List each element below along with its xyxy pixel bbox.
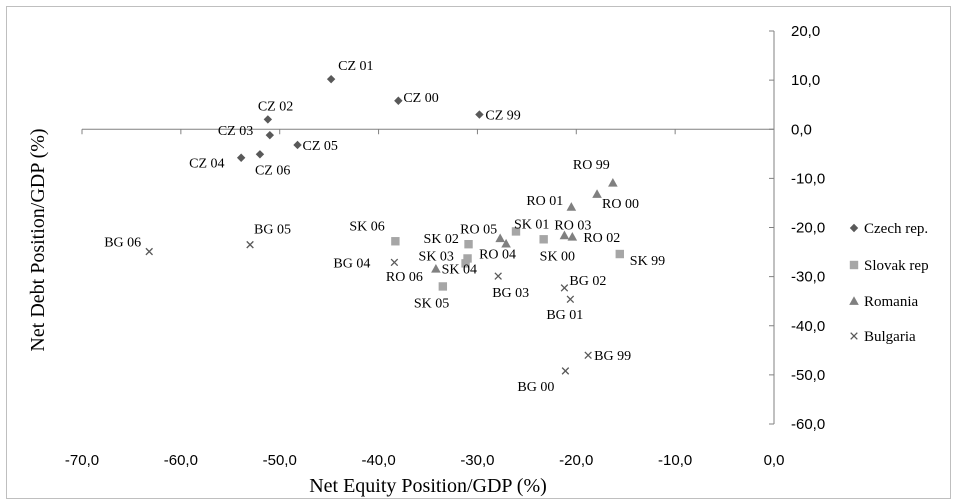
point-label: SK 03 [419, 249, 454, 264]
data-point-cz-05 [293, 140, 302, 150]
data-point-cz-01 [326, 74, 336, 84]
y-tick-label: 10,0 [791, 72, 820, 89]
data-point-cz-02 [263, 115, 273, 124]
legend-label: Bulgaria [864, 329, 916, 345]
x-tick-label: -40,0 [361, 452, 395, 469]
data-point-sk-04 [461, 259, 470, 268]
point-label: BG 03 [492, 286, 529, 301]
data-point-ro-02 [567, 232, 578, 241]
legend-label: Czech rep. [864, 221, 928, 237]
point-label: CZ 99 [485, 109, 520, 124]
data-point-bg-04 [390, 258, 399, 267]
y-axis-title: Net Debt Position/GDP (%) [27, 128, 49, 351]
point-label: SK 06 [349, 219, 384, 234]
point-label: RO 02 [583, 231, 620, 246]
x-tick-label: 0,0 [764, 452, 785, 469]
data-point-sk-06 [391, 237, 400, 246]
data-point-sk-02 [464, 240, 473, 249]
point-label: RO 01 [526, 194, 563, 209]
legend-marker-triangle [849, 296, 859, 305]
point-label: BG 01 [546, 308, 583, 323]
point-label: SK 04 [442, 262, 477, 277]
x-axis-title: Net Equity Position/GDP (%) [309, 475, 547, 497]
x-tick-label: -10,0 [658, 452, 692, 469]
y-tick-label: -10,0 [791, 170, 825, 187]
data-point-sk-01 [511, 227, 521, 236]
data-point-cz-03 [265, 130, 275, 140]
point-label: RO 00 [602, 197, 639, 212]
point-label: BG 05 [254, 223, 291, 238]
y-tick-label: -40,0 [791, 318, 825, 335]
x-tick-label: -70,0 [65, 452, 99, 469]
y-tick-label: -30,0 [791, 269, 825, 286]
data-point-ro-06 [431, 263, 441, 273]
point-label: SK 05 [414, 296, 449, 311]
point-label: SK 00 [540, 249, 575, 264]
data-point-ro-99 [608, 177, 618, 187]
data-point-cz-00 [394, 96, 403, 105]
point-label: CZ 04 [189, 157, 224, 172]
x-tick-label: -20,0 [559, 452, 593, 469]
data-point-cz-06 [255, 150, 265, 159]
data-point-sk-00 [539, 235, 548, 244]
y-tick-label: -50,0 [791, 367, 825, 384]
point-label: RO 03 [554, 218, 591, 233]
data-point-ro-05 [495, 233, 505, 243]
point-label: SK 99 [630, 254, 665, 269]
point-label: RO 04 [479, 248, 516, 263]
point-label: RO 05 [460, 222, 497, 237]
point-label: RO 06 [386, 270, 423, 285]
x-tick-label: -60,0 [164, 452, 198, 469]
data-point-bg-99 [584, 351, 592, 359]
point-label: CZ 01 [338, 59, 373, 74]
x-tick-label: -30,0 [460, 452, 494, 469]
legend-label: Slovak rep [864, 258, 929, 274]
legend-label: Romania [864, 294, 918, 310]
data-point-bg-02 [560, 284, 569, 292]
data-point-ro-01 [566, 202, 577, 211]
point-label: CZ 03 [218, 124, 253, 139]
point-label: BG 00 [517, 380, 554, 395]
data-point-ro-00 [592, 189, 602, 198]
legend-marker-diamond [849, 223, 859, 233]
point-label: BG 99 [594, 349, 631, 364]
data-point-bg-00 [561, 367, 570, 375]
point-label: RO 99 [573, 158, 610, 173]
point-label: CZ 05 [303, 139, 338, 154]
point-label: CZ 00 [403, 91, 438, 106]
y-tick-label: 20,0 [791, 23, 820, 40]
data-point-bg-01 [566, 295, 575, 303]
x-tick-label: -50,0 [263, 452, 297, 469]
y-tick-label: -20,0 [791, 220, 825, 237]
data-point-cz-04 [236, 153, 246, 162]
data-point-cz-99 [475, 110, 484, 119]
point-label: SK 01 [514, 217, 549, 232]
data-point-ro-04 [501, 238, 511, 248]
data-point-bg-03 [494, 272, 502, 280]
y-tick-label: 0,0 [791, 121, 812, 138]
point-label: BG 02 [569, 274, 606, 289]
data-point-sk-99 [615, 249, 624, 259]
data-point-sk-05 [438, 282, 448, 291]
y-tick-label: -60,0 [791, 416, 825, 433]
legend-marker-x [850, 332, 858, 340]
legend-marker-square [849, 260, 859, 270]
data-point-sk-03 [463, 254, 472, 263]
point-label: BG 06 [104, 236, 141, 251]
point-label: CZ 06 [255, 163, 290, 178]
data-point-ro-03 [559, 230, 570, 240]
point-label: CZ 02 [258, 99, 293, 114]
point-label: SK 02 [424, 232, 459, 247]
point-label: BG 04 [333, 256, 370, 271]
data-point-bg-06 [145, 247, 153, 256]
data-point-bg-05 [246, 240, 254, 249]
